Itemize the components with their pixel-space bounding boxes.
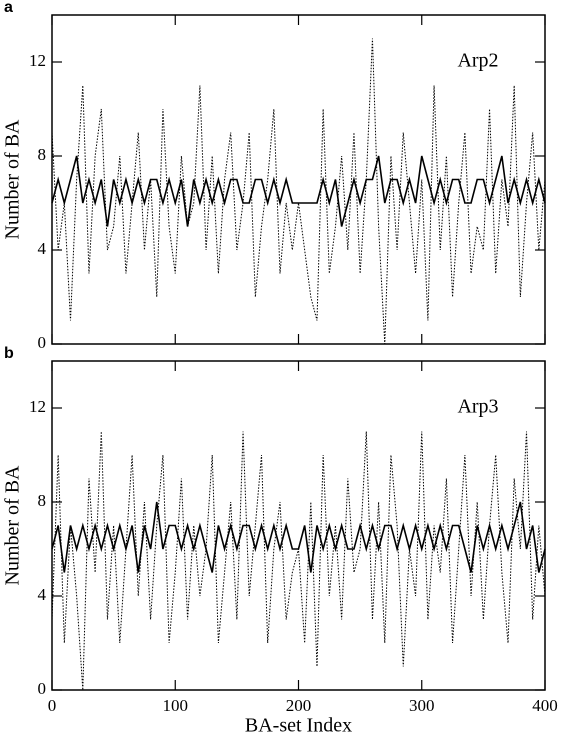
y-axis-label: Number of BA (2, 465, 24, 586)
annotation: Arp3 (457, 396, 498, 418)
panel-label: b (4, 345, 14, 362)
y-tick-label: 12 (29, 397, 46, 416)
y-tick-label: 4 (38, 239, 47, 258)
x-tick-label: 400 (532, 696, 558, 715)
panel-label: a (4, 0, 13, 16)
y-tick-label: 8 (38, 145, 47, 164)
x-tick-label: 300 (409, 696, 435, 715)
data-line (51, 431, 546, 691)
x-tick-label: 0 (48, 696, 57, 715)
data-line (51, 38, 546, 345)
y-tick-label: 8 (38, 491, 47, 510)
y-tick-label: 0 (38, 333, 47, 352)
data-line (51, 501, 546, 573)
x-tick-label: 200 (286, 696, 312, 715)
annotation: Arp2 (457, 50, 498, 72)
y-tick-label: 12 (29, 51, 46, 70)
y-axis-label: Number of BA (2, 119, 24, 240)
data-line (51, 155, 546, 227)
x-tick-label: 100 (163, 696, 189, 715)
x-axis-label: BA-set Index (245, 715, 352, 737)
y-tick-label: 4 (38, 585, 47, 604)
y-tick-label: 0 (38, 679, 47, 698)
